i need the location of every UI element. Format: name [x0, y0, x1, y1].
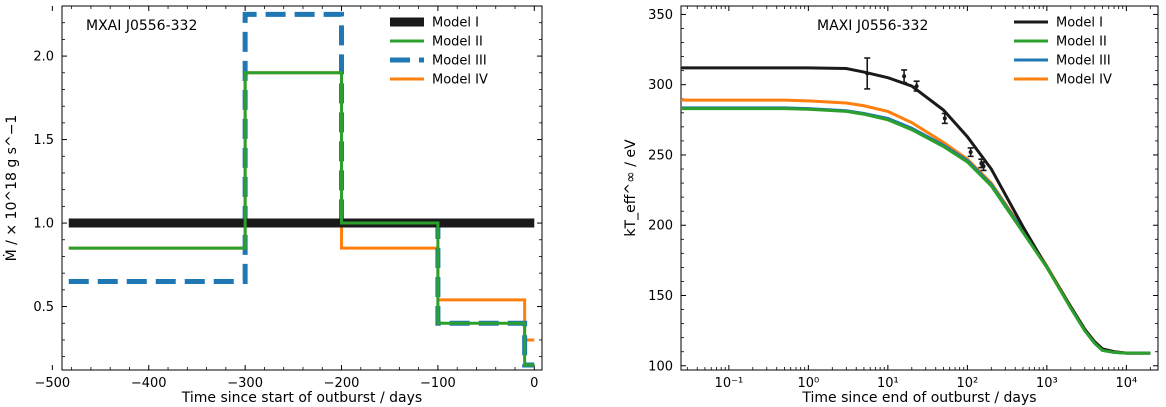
right-legend: Model I Model II Model III Model IV [1014, 16, 1112, 88]
series-line-model-iv [681, 98, 1151, 355]
series-line-model-i [681, 66, 1151, 355]
y-tick-label: 100 [648, 359, 673, 374]
left-x-axis-label: Time since start of outburst / days [181, 390, 422, 406]
left-legend: Model I Model II Model III Model IV [390, 16, 488, 88]
x-tick-label: 0 [530, 376, 538, 391]
x-tick-label: −200 [324, 376, 360, 391]
y-tick-label: 1.5 [33, 133, 54, 148]
y-tick-label: 2.0 [33, 50, 54, 65]
data-point [865, 71, 870, 76]
y-tick-label: 350 [648, 8, 673, 23]
data-point [981, 164, 986, 169]
series-line-model-iii [681, 106, 1151, 355]
x-tick-label: 10³ [1036, 376, 1058, 391]
left-plot-frame [61, 5, 543, 371]
series-line-model-iv [68, 71, 535, 342]
x-tick-label: −500 [35, 376, 71, 391]
left-y-axis-label: Ṁ / × 10^18 g s^−1 [2, 115, 20, 262]
x-tick-label: 10⁴ [1115, 376, 1137, 391]
series-line-model-ii [68, 71, 535, 367]
legend-label: Model IV [432, 73, 488, 88]
data-point [902, 74, 907, 79]
legend-label: Model I [432, 16, 479, 31]
right-series-group [681, 66, 1151, 355]
data-point [942, 116, 947, 121]
x-tick-label: −300 [227, 376, 263, 391]
x-tick-label: 10⁰ [797, 376, 819, 391]
y-tick-label: 250 [648, 148, 673, 163]
legend-label: Model II [1056, 35, 1107, 50]
y-tick-label: 150 [648, 289, 673, 304]
y-tick-label: 1.0 [33, 217, 54, 232]
x-tick-label: −100 [420, 376, 456, 391]
y-tick-label: 0.5 [33, 300, 54, 315]
y-tick-label: 300 [648, 78, 673, 93]
x-tick-label: 10¹ [877, 376, 899, 391]
y-tick-label: 200 [648, 219, 673, 234]
left-chart-panel: −500 −400 −300 −200 −100 0 0.5 1.0 1.5 2.0 MXAI J… [2, 5, 543, 406]
left-chart-title: MXAI J0556-332 [86, 18, 197, 34]
right-axis-ticks: 10⁻¹ 10⁰ 10¹ 10² 10³ 10⁴ 100 150 200 250 300 350 [648, 6, 1158, 391]
x-tick-label: 10⁻¹ [715, 376, 744, 391]
data-point [968, 150, 973, 155]
data-point [914, 84, 919, 89]
right-plot-frame [680, 5, 1159, 371]
left-axis-ticks: −500 −400 −300 −200 −100 0 0.5 1.0 1.5 2.0 [33, 6, 542, 391]
right-chart-panel: 10⁻¹ 10⁰ 10¹ 10² 10³ 10⁴ 100 150 200 250 300 350 MA… [623, 5, 1159, 406]
right-y-axis-label: kT_eff^∞ / eV [623, 139, 639, 237]
legend-label: Model I [1056, 16, 1103, 31]
legend-label: Model III [1056, 54, 1111, 69]
legend-label: Model IV [1056, 73, 1112, 88]
right-x-axis-label: Time since end of outburst / days [801, 390, 1036, 406]
legend-label: Model III [432, 54, 487, 69]
right-chart-title: MAXI J0556-332 [817, 18, 928, 34]
legend-label: Model II [432, 35, 483, 50]
series-line-model-ii [681, 107, 1151, 355]
left-series-group [68, 11, 535, 368]
observation-points [864, 57, 987, 172]
x-tick-label: 10² [956, 376, 978, 391]
x-tick-label: −400 [131, 376, 167, 391]
